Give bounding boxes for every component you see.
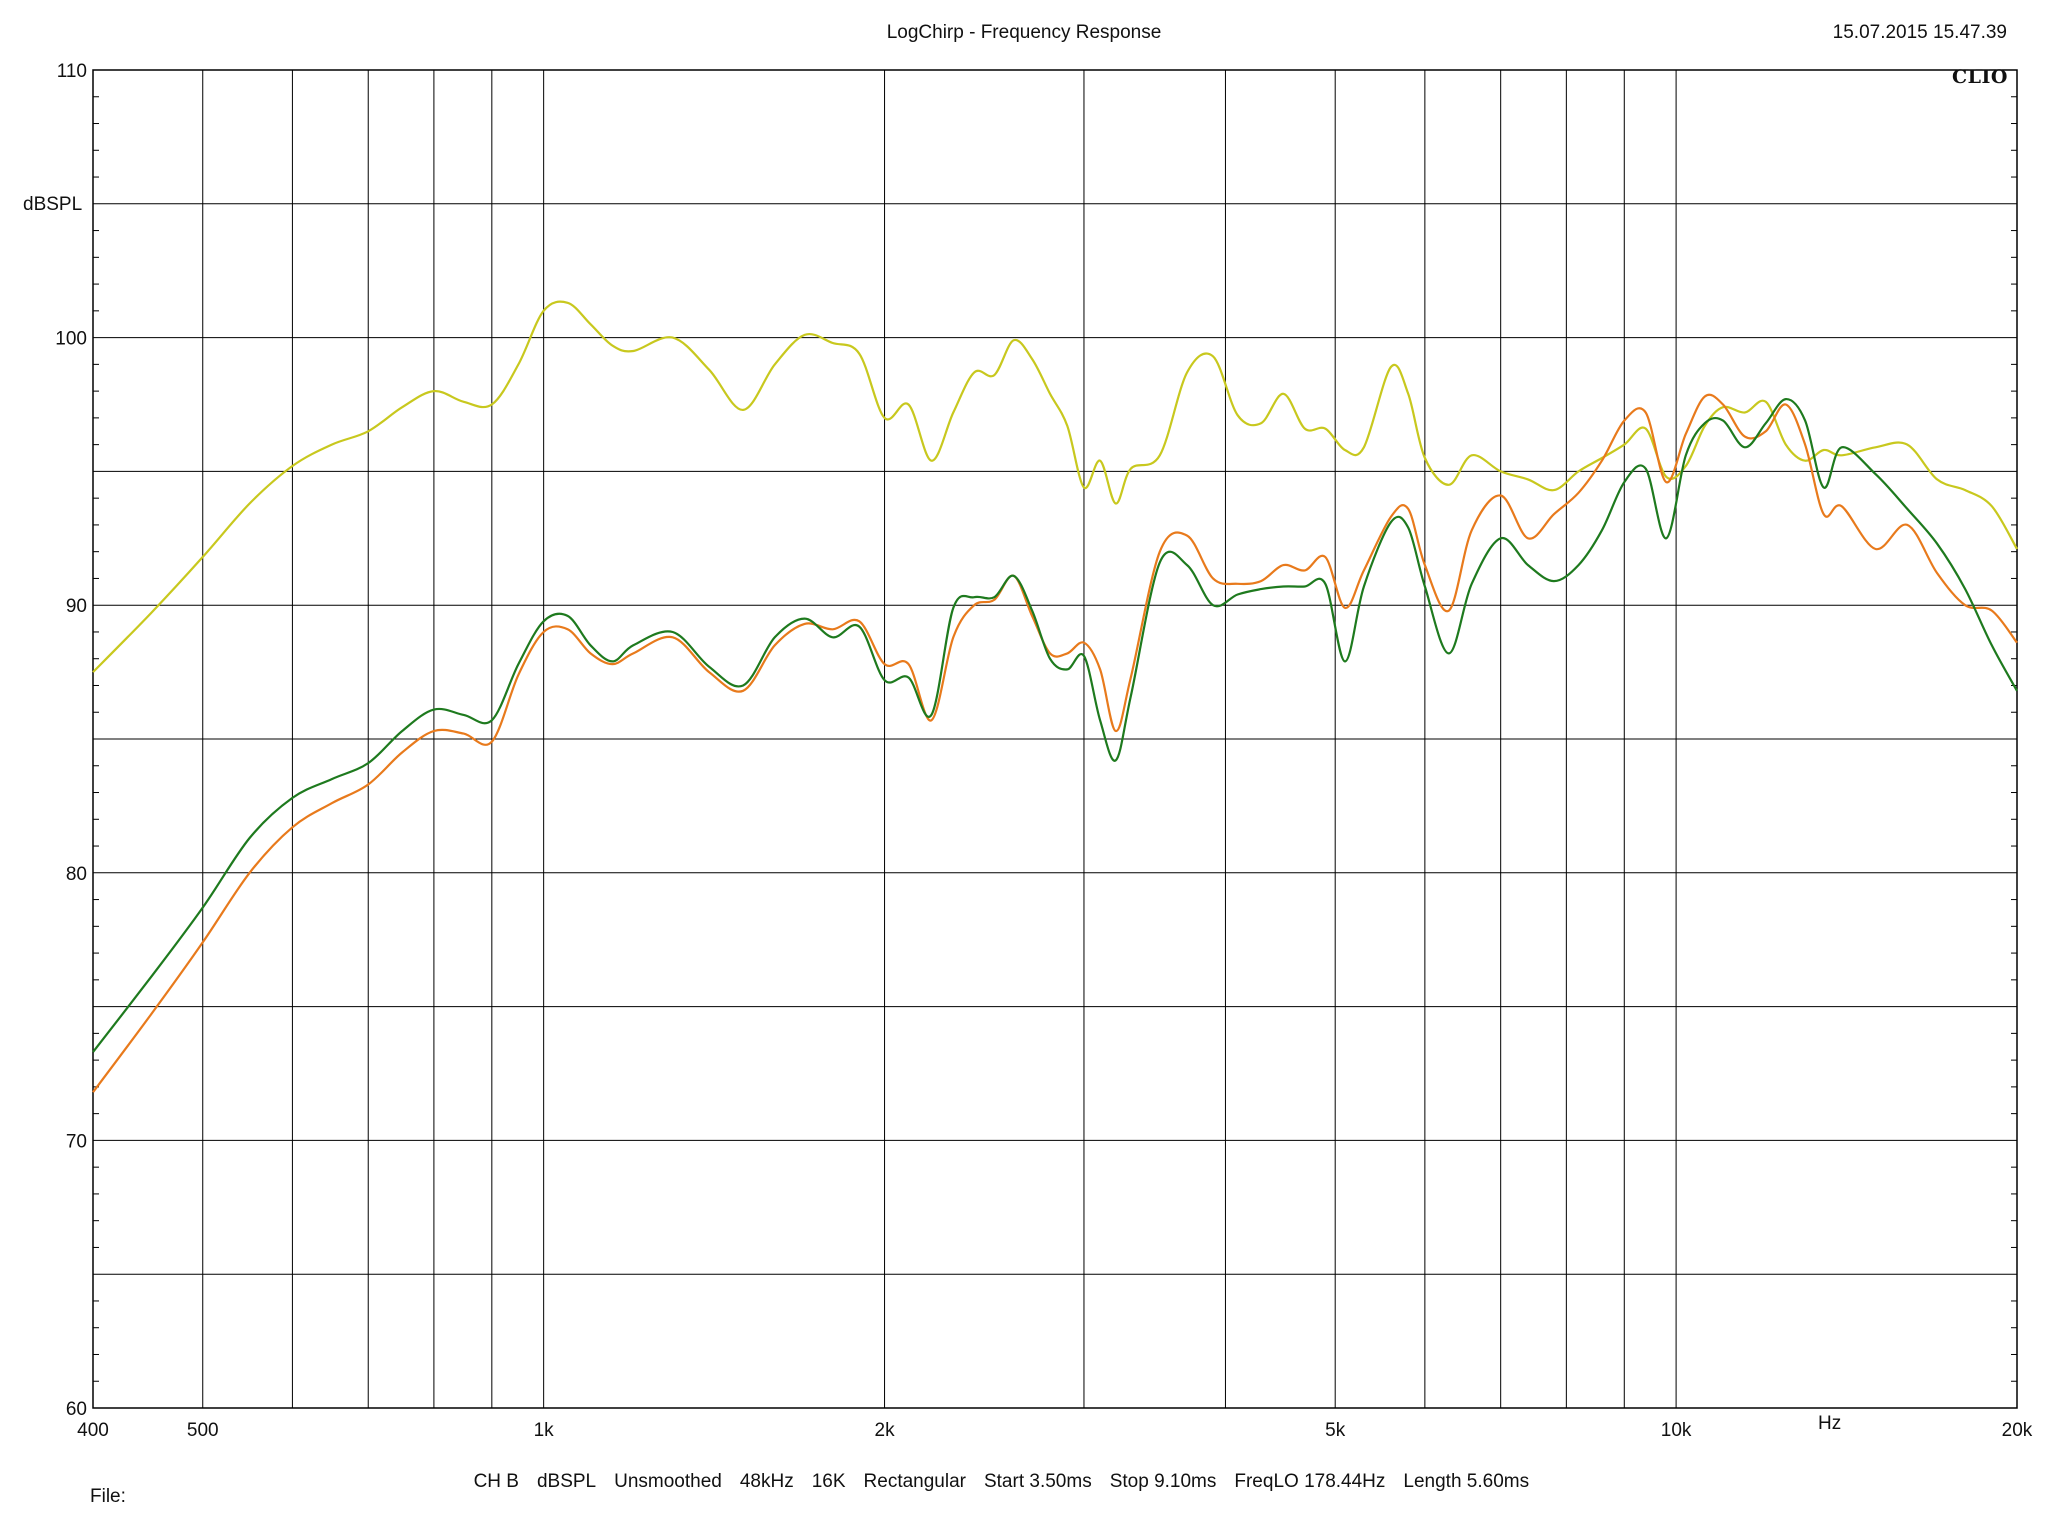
- measurement-settings: CH B dBSPL Unsmoothed 48kHz 16K Rectangular St…: [463, 1449, 1547, 1493]
- grid-lines: [93, 70, 2017, 1408]
- series-lines: [92, 300, 2018, 1093]
- clio-logo: CLIO: [1952, 66, 2008, 88]
- footer-fft-size: 16K: [811, 1471, 846, 1492]
- footer-length: Length 5.60ms: [1403, 1471, 1530, 1492]
- x-tick-label: 20k: [2002, 1420, 2033, 1441]
- y-tick-label: 80: [66, 864, 87, 885]
- timestamp: 15.07.2015 15.47.39: [1832, 22, 2007, 43]
- x-tick-label: 10k: [1661, 1420, 1692, 1441]
- y-axis-label: dBSPL: [23, 194, 83, 215]
- series-line-2: [92, 393, 2018, 1093]
- file-label: File:: [90, 1486, 126, 1507]
- x-tick-label: 400: [77, 1420, 109, 1441]
- y-tick-label: 100: [55, 329, 87, 350]
- x-tick-label: 1k: [534, 1420, 555, 1441]
- y-tick-label: 60: [66, 1399, 87, 1420]
- x-axis-unit: Hz: [1818, 1413, 1842, 1434]
- footer-smoothing: Unsmoothed: [614, 1471, 722, 1492]
- y-tick-label: 110: [57, 61, 87, 82]
- footer-stop: Stop 9.10ms: [1109, 1471, 1217, 1492]
- footer-channel: CH B: [473, 1471, 519, 1492]
- chart-title: LogChirp - Frequency Response: [886, 22, 1162, 43]
- footer-window: Rectangular: [863, 1471, 966, 1492]
- x-tick-labels: 400 500 1k 2k 5k 10k 20k: [77, 1420, 2033, 1441]
- y-tick-label: 70: [66, 1131, 87, 1152]
- x-tick-label: 5k: [1325, 1420, 1346, 1441]
- x-tick-label: 500: [187, 1420, 219, 1441]
- footer-sample-rate: 48kHz: [739, 1471, 794, 1492]
- footer-start: Start 3.50ms: [983, 1471, 1092, 1492]
- y-tick-label: 90: [66, 596, 87, 617]
- footer-freqlo: FreqLO 178.44Hz: [1234, 1471, 1386, 1492]
- x-tick-label: 2k: [875, 1420, 896, 1441]
- footer-unit: dBSPL: [536, 1471, 597, 1492]
- y-tick-labels: 60 70 80 90 100 110: [55, 61, 87, 1420]
- series-line-3: [92, 398, 2018, 1053]
